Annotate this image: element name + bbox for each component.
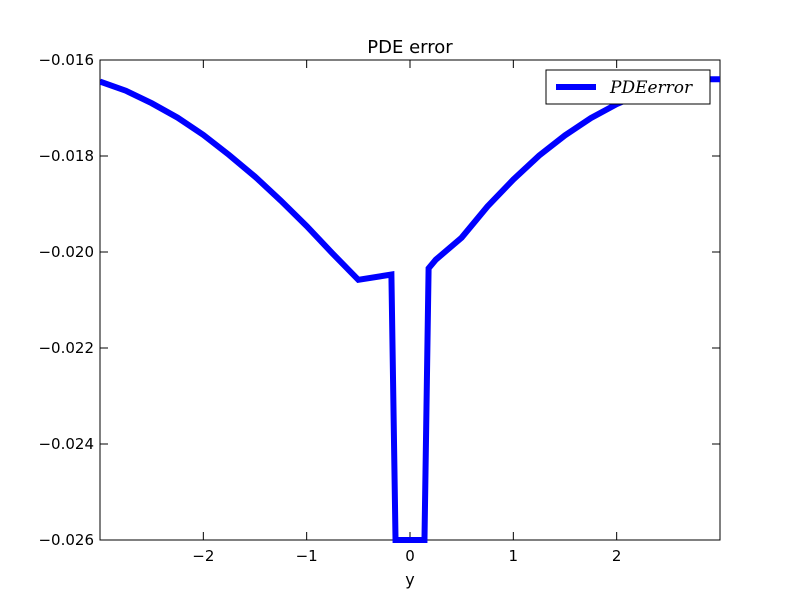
series-line-0 <box>100 76 720 543</box>
x-tick-label-1: −1 <box>296 547 318 565</box>
y-tick-label-0: −0.016 <box>38 51 94 69</box>
y-tick-label-5: −0.026 <box>38 531 94 549</box>
chart-title: PDE error <box>367 37 453 58</box>
x-tick-label-4: 2 <box>612 547 622 565</box>
y-tick-label-3: −0.022 <box>38 339 94 357</box>
x-tick-label-0: −2 <box>192 547 214 565</box>
x-tick-label-3: 1 <box>509 547 519 565</box>
legend-label: PDEerror <box>609 78 693 98</box>
lines-layer <box>100 76 720 543</box>
y-tick-label-2: −0.020 <box>38 243 94 261</box>
y-tick-label-1: −0.018 <box>38 147 94 165</box>
y-tick-label-4: −0.024 <box>38 435 94 453</box>
x-axis-label: y <box>405 570 414 589</box>
ticks-layer: −2 −1 0 1 2 −0.016 −0.018 −0.020 −0.022 −0.024 −0.… <box>38 51 720 565</box>
plot-area: −2 −1 0 1 2 −0.016 −0.018 −0.020 −0.022 −0.024 −0.… <box>38 51 721 565</box>
plot-frame <box>99 59 721 541</box>
legend: PDEerror <box>545 69 711 105</box>
x-tick-label-2: 0 <box>405 547 415 565</box>
